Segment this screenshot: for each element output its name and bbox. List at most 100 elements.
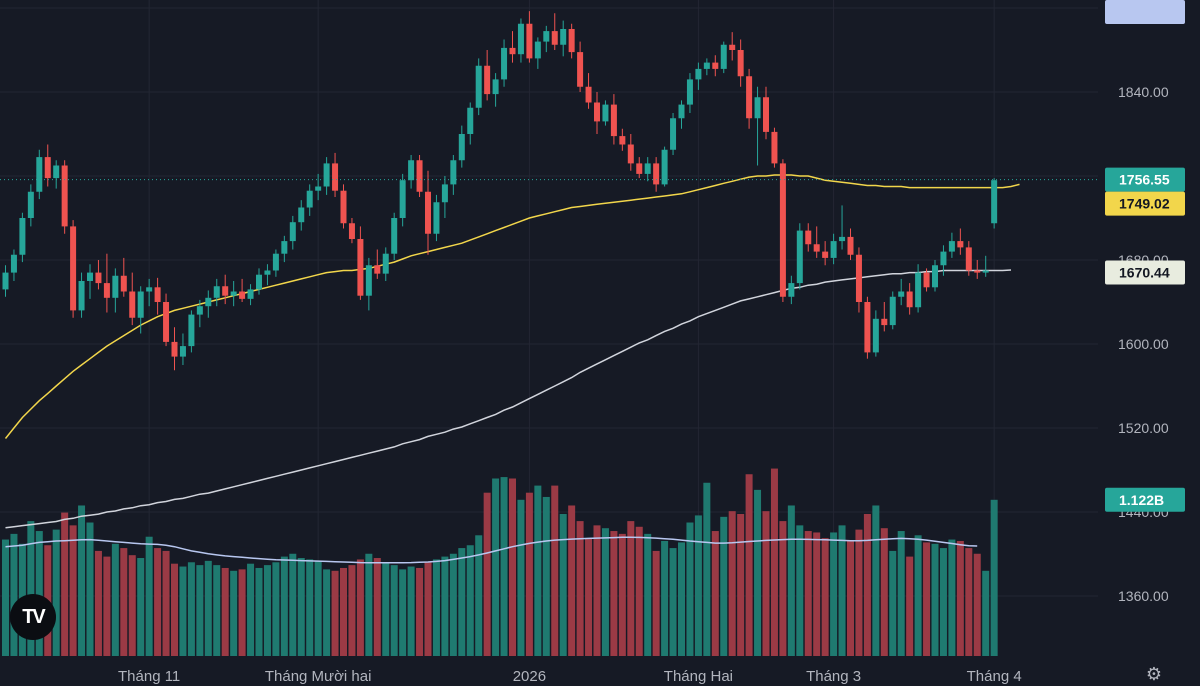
- candle-body: [644, 163, 651, 174]
- y-tick-label: 1600.00: [1118, 336, 1169, 352]
- candle-body: [27, 191, 34, 218]
- candle-body: [433, 202, 440, 234]
- volume-bar: [618, 533, 626, 656]
- volume-bar: [137, 558, 145, 656]
- candle-body: [188, 314, 195, 347]
- volume-bar: [813, 532, 821, 656]
- candle-body: [619, 136, 626, 145]
- volume-ma-badge-box: [1105, 0, 1185, 24]
- candle-body: [484, 65, 491, 95]
- candle-body: [315, 186, 322, 191]
- time-axis[interactable]: Tháng 11 Tháng Mười hai 2026 Tháng Hai Tháng…: [118, 668, 1022, 685]
- volume-bar: [703, 482, 711, 656]
- volume-bar: [120, 548, 128, 656]
- candle-body: [382, 253, 389, 274]
- candle-body: [222, 286, 229, 296]
- candle-body: [670, 118, 677, 150]
- candle-body: [855, 254, 862, 302]
- volume-bar: [94, 550, 102, 656]
- volume-bar: [652, 550, 660, 656]
- volume-bar: [323, 569, 331, 656]
- volume-bar: [897, 531, 905, 656]
- volume-bar: [331, 570, 339, 656]
- volume-bar: [356, 559, 364, 656]
- candle-body: [154, 287, 161, 302]
- y-tick-label: 1840.00: [1118, 84, 1169, 100]
- volume-bar: [762, 511, 770, 656]
- candle-body: [374, 265, 381, 274]
- volume-bar: [86, 522, 94, 656]
- candle-body: [247, 289, 254, 299]
- volume-bar: [923, 542, 931, 656]
- volume-bar: [103, 556, 111, 656]
- y-tick-label: 1520.00: [1118, 420, 1169, 436]
- volume-bar: [483, 492, 491, 656]
- candle-body: [441, 184, 448, 203]
- volume-bar: [416, 567, 424, 656]
- candle-body: [982, 270, 989, 273]
- volume-bar: [804, 531, 812, 656]
- volume-bar: [399, 569, 407, 656]
- candle-body: [399, 180, 406, 218]
- candle-body: [44, 157, 51, 179]
- volume-badge: 1.122B: [1105, 487, 1185, 512]
- volume-bar: [973, 553, 981, 656]
- tradingview-logo-icon[interactable]: TV: [10, 594, 56, 640]
- candle-body: [2, 272, 9, 290]
- candle-body: [408, 160, 415, 181]
- volume-bar: [263, 565, 271, 656]
- candle-body: [340, 190, 347, 224]
- candle-body: [813, 244, 820, 252]
- volume-bar: [661, 540, 669, 656]
- candle-body: [450, 160, 457, 185]
- volume-badge-box: [1105, 487, 1185, 512]
- volume-ma-line: [5, 536, 978, 564]
- candle-body: [205, 297, 212, 307]
- volume-bar: [2, 539, 9, 656]
- candle-body: [661, 149, 668, 185]
- volume-badge-text: 1.122B: [1119, 492, 1164, 508]
- volume-bar: [128, 555, 136, 656]
- logo-text: TV: [22, 605, 46, 628]
- candle-body: [940, 251, 947, 266]
- candle-body: [577, 52, 584, 87]
- volume-bar: [686, 522, 694, 656]
- candle-body: [822, 251, 829, 258]
- volume-bar: [770, 468, 778, 656]
- volume-bar: [678, 542, 685, 656]
- candle-body: [467, 107, 474, 134]
- candle-body: [906, 291, 913, 308]
- volume-bar: [424, 562, 432, 656]
- candle-body: [746, 76, 753, 119]
- volume-bar: [525, 492, 533, 656]
- volume-bar: [711, 531, 719, 656]
- x-tick-label: Tháng 3: [806, 668, 861, 685]
- candle-body: [492, 79, 499, 95]
- x-tick-label: 2026: [513, 668, 546, 685]
- volume-bar: [956, 540, 964, 656]
- volume-bar: [365, 553, 373, 656]
- volume-bar: [576, 521, 584, 656]
- gear-icon[interactable]: ⚙: [1145, 664, 1163, 684]
- volume-bar: [280, 556, 288, 656]
- candle-body: [95, 272, 102, 284]
- candle-body: [332, 163, 339, 191]
- volume-bar: [517, 499, 525, 656]
- volume-bar: [585, 538, 593, 656]
- candle-body: [965, 247, 972, 271]
- volume-bar: [458, 548, 466, 656]
- candle-body: [323, 163, 330, 187]
- volume-bar: [509, 478, 516, 656]
- x-tick-label: Tháng Hai: [664, 668, 733, 685]
- volume-bar: [61, 512, 69, 656]
- candle-body: [289, 222, 296, 242]
- volume-bar: [35, 531, 43, 656]
- candle-body: [264, 270, 271, 275]
- volume-bar: [492, 478, 500, 656]
- candle-body: [771, 131, 778, 164]
- price-axis[interactable]: 1920.001840.001760.001680.001600.001520.…: [1118, 0, 1169, 604]
- candle-body: [213, 286, 220, 298]
- candle-body: [103, 283, 110, 298]
- volume-bar: [990, 499, 998, 656]
